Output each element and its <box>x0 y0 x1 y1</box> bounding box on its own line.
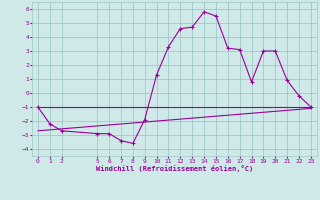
X-axis label: Windchill (Refroidissement éolien,°C): Windchill (Refroidissement éolien,°C) <box>96 165 253 172</box>
